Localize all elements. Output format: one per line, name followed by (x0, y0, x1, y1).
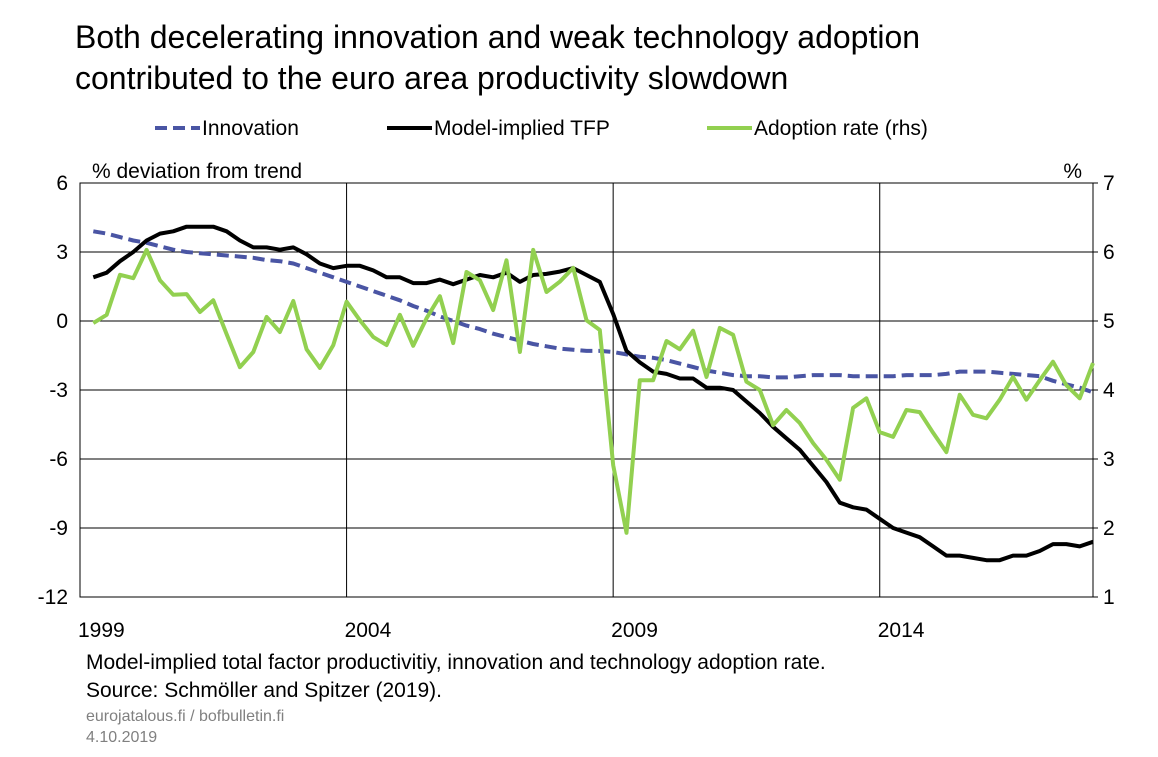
credit: 4.10.2019 (86, 729, 157, 746)
y-tick-label: -9 (49, 517, 68, 540)
note: Source: Schmöller and Spitzer (2019). (86, 679, 442, 702)
y2-tick-label: 6 (1103, 241, 1115, 264)
y-tick-label: -6 (49, 448, 68, 471)
legend-label: Model-implied TFP (434, 117, 610, 140)
series-line (92, 247, 1095, 535)
legend-label: Innovation (202, 117, 299, 140)
x-tick-label: 2009 (611, 619, 658, 642)
note: Model-implied total factor productivitiy… (86, 651, 826, 674)
x-tick-label: 2014 (878, 619, 925, 642)
y2-tick-label: 2 (1103, 517, 1115, 540)
y2-tick-label: 3 (1103, 448, 1115, 471)
chart-title: contributed to the euro area productivit… (75, 60, 788, 96)
y2-tick-label: 5 (1103, 310, 1115, 333)
y-tick-label: -12 (38, 586, 68, 609)
series-line (92, 229, 1094, 395)
y-tick-label: -3 (49, 379, 68, 402)
x-tick-label: 1999 (78, 619, 125, 642)
credit: eurojatalous.fi / bofbulletin.fi (86, 708, 284, 725)
y2-axis-label: % (1063, 160, 1082, 183)
x-tick-label: 2004 (345, 619, 392, 642)
y-tick-label: 3 (56, 241, 68, 264)
y-tick-label: 0 (56, 310, 68, 333)
y2-tick-label: 1 (1103, 586, 1115, 609)
legend-label: Adoption rate (rhs) (754, 117, 928, 140)
chart-title: Both decelerating innovation and weak te… (75, 19, 920, 55)
y-tick-label: 6 (56, 172, 68, 195)
series-line (92, 224, 1094, 563)
y-axis-label: % deviation from trend (92, 160, 302, 183)
y2-tick-label: 4 (1103, 379, 1115, 402)
y2-tick-label: 7 (1103, 172, 1115, 195)
